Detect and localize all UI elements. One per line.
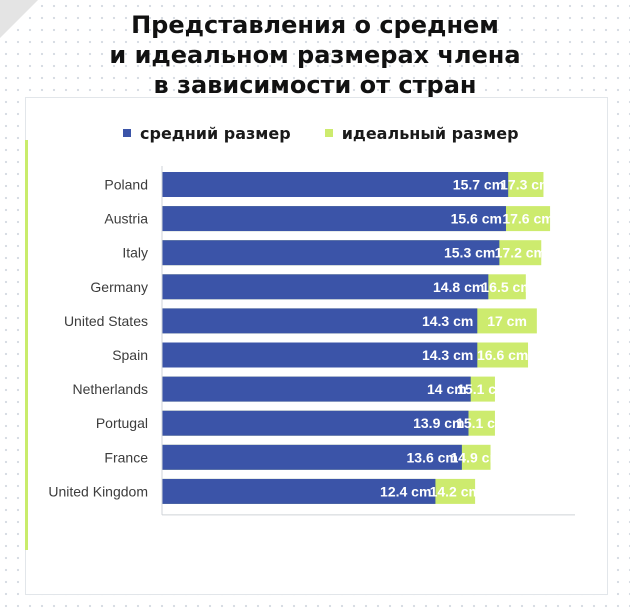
ideal-value-label: 15.1 cm — [456, 415, 507, 431]
average-bar — [162, 240, 500, 266]
ideal-value-label: 16.5 cm — [481, 279, 532, 295]
average-bar — [162, 172, 509, 197]
average-bar — [162, 308, 478, 334]
category-label: Poland — [104, 177, 148, 193]
legend-label-average: средний размер — [140, 123, 291, 143]
average-value-label: 13.9 cm — [413, 415, 464, 431]
ideal-value-label: 17.3 cm — [500, 177, 551, 193]
category-label: Spain — [112, 347, 148, 363]
category-label: Portugal — [96, 415, 148, 431]
category-label: Austria — [104, 211, 148, 227]
average-value-label: 14.3 cm — [422, 347, 473, 363]
average-value-label: 12.4 cm — [380, 483, 431, 499]
ideal-value-label: 17.2 cm — [495, 245, 546, 261]
ideal-value-label: 15.1 cm — [457, 381, 508, 397]
legend-swatch-average — [123, 129, 131, 137]
category-label: Germany — [90, 279, 148, 295]
corner-decoration — [0, 0, 38, 38]
average-bar — [162, 274, 489, 300]
category-label: United States — [64, 313, 148, 329]
ideal-value-label: 17.6 cm — [502, 211, 553, 227]
legend-label-ideal: идеальный размер — [341, 123, 519, 143]
legend-item-average: средний размер — [123, 124, 291, 143]
title-line-3: в зависимости от стран — [153, 71, 477, 99]
chart-title: Представления о среднем и идеальном разм… — [0, 10, 630, 100]
accent-stripe — [25, 140, 28, 550]
ideal-value-label: 14.9 cm — [451, 449, 502, 465]
average-bar — [162, 206, 506, 232]
category-label: United Kingdom — [48, 483, 148, 499]
average-bar — [162, 342, 478, 368]
title-line-2: и идеальном размерах члена — [109, 41, 521, 69]
average-value-label: 14.3 cm — [422, 313, 473, 329]
category-label: France — [104, 449, 148, 465]
legend-item-ideal: идеальный размер — [324, 123, 519, 143]
ideal-value-label: 14.2 cm — [430, 483, 481, 499]
average-value-label: 14.8 cm — [433, 279, 484, 295]
average-bar — [162, 376, 471, 402]
category-label: Netherlands — [73, 381, 149, 397]
average-value-label: 15.6 cm — [451, 211, 502, 227]
average-value-label: 13.6 cm — [407, 449, 458, 465]
average-bar — [162, 410, 469, 436]
average-bar — [162, 444, 462, 470]
average-bar — [162, 478, 436, 504]
legend-swatch-ideal — [324, 129, 333, 137]
category-label: Italy — [122, 245, 148, 261]
average-value-label: 14 cm — [427, 381, 467, 397]
average-value-label: 15.7 cm — [453, 177, 504, 193]
title-line-1: Представления о среднем — [131, 11, 499, 39]
ideal-value-label: 16.6 cm — [477, 347, 528, 363]
average-value-label: 15.3 cm — [444, 245, 495, 261]
legend: средний размер идеальный размер — [123, 123, 553, 143]
ideal-value-label: 17 cm — [487, 313, 527, 329]
